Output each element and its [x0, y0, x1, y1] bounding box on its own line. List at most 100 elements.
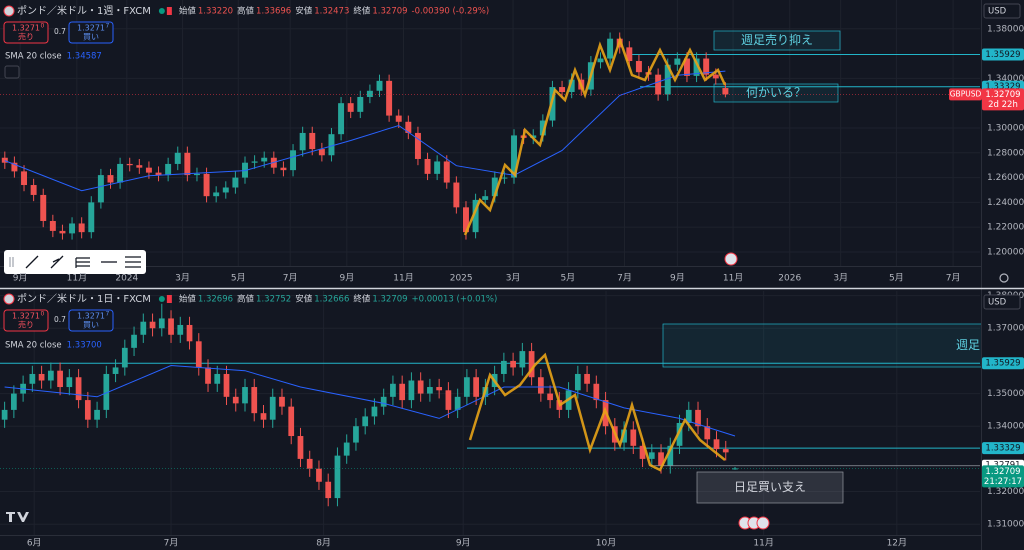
y-tick-label: 1.34000 — [987, 422, 1024, 432]
sell-button[interactable] — [3, 309, 49, 332]
candle-body — [165, 163, 172, 176]
ohlc-value: 1.32752 — [256, 295, 291, 305]
event-flag[interactable] — [724, 252, 738, 266]
candle-body — [343, 442, 350, 456]
price-tag — [982, 357, 1024, 370]
currency-select[interactable] — [983, 294, 1021, 310]
candle-body — [408, 380, 415, 401]
symbol-tag — [949, 88, 982, 101]
sell-pip[interactable]: 0 — [41, 311, 45, 318]
candle-body — [453, 182, 460, 208]
annotation-box[interactable] — [662, 323, 993, 368]
collapse-button[interactable] — [4, 65, 20, 79]
candle-body — [299, 132, 306, 151]
y-tick-label: 1.32000 — [987, 487, 1024, 497]
annotation-box[interactable] — [713, 30, 841, 51]
candle-body — [454, 396, 461, 410]
sell-label[interactable]: 売り — [18, 32, 34, 42]
candle-body — [568, 79, 575, 93]
buy-pip[interactable]: 7 — [106, 311, 110, 318]
buy-label[interactable]: 買い — [83, 321, 99, 330]
sell-label[interactable]: 売り — [18, 320, 34, 330]
fib-tool[interactable] — [75, 257, 90, 268]
currency-label[interactable]: USD — [988, 298, 1007, 308]
ohlc-label: 終値 — [353, 6, 371, 17]
candle-body — [49, 220, 56, 231]
candle-body — [47, 370, 54, 381]
candle-body — [242, 387, 248, 404]
tv-logo[interactable] — [6, 512, 29, 522]
ohlc-value: 1.32473 — [314, 7, 349, 17]
symbol-title: ポンド／米ドル・1日・FXCM — [17, 292, 151, 305]
parallel-tool[interactable] — [125, 256, 141, 268]
candle-body — [297, 436, 304, 459]
candle-body — [316, 468, 322, 482]
y-tick-label: 1.26000 — [987, 173, 1024, 183]
currency-label[interactable]: USD — [988, 7, 1007, 17]
sell-button[interactable] — [3, 21, 49, 44]
x-tick-label: 10月 — [596, 538, 616, 549]
candle-body — [386, 80, 393, 116]
candle-body — [648, 452, 655, 459]
annotation-text[interactable]: 何かいる？ — [746, 86, 806, 100]
countdown-label: 21:27:17 — [984, 477, 1022, 487]
ohlc-label: 高値 — [237, 294, 255, 305]
buy-price[interactable]: 1.3271 — [77, 24, 105, 33]
x-tick-label: 11月 — [393, 273, 413, 284]
settings-icon[interactable] — [999, 273, 1009, 283]
candle-body — [584, 373, 590, 384]
candle-body — [347, 103, 354, 112]
buy-price[interactable]: 1.3271 — [77, 312, 105, 321]
candle-body — [112, 367, 119, 374]
zigzag-drawing[interactable] — [468, 352, 726, 472]
candle-body — [501, 177, 508, 179]
candle-body — [66, 377, 73, 388]
sell-pip[interactable]: 0 — [41, 23, 45, 30]
buy-label[interactable]: 買い — [83, 33, 99, 42]
candle-body — [593, 383, 600, 401]
buy-pip[interactable]: 7 — [106, 23, 110, 30]
symbol-label: GBPUSD — [950, 89, 982, 98]
candle-body — [136, 165, 143, 168]
buy-button[interactable] — [68, 21, 114, 44]
buy-button[interactable] — [68, 309, 114, 332]
candle-body — [380, 396, 387, 407]
candle-body — [21, 171, 27, 186]
event-flags[interactable] — [724, 252, 770, 530]
sell-price[interactable]: 1.3271 — [12, 312, 40, 321]
zigzag-drawing[interactable] — [463, 36, 727, 236]
spread: 0.7 — [54, 27, 66, 36]
last-price-label: 1.32709 — [985, 467, 1020, 477]
sma-legend-name: SMA 20 close — [5, 52, 62, 62]
x-tick-label: 9月 — [670, 273, 685, 284]
candle-body — [353, 426, 359, 443]
ohlc-label: 安値 — [295, 6, 313, 17]
annotation-text[interactable]: 週足 — [956, 338, 980, 352]
candle-body — [436, 387, 443, 391]
x-tick-label: 3月 — [833, 273, 848, 284]
candle-body — [155, 172, 162, 176]
drawing-toolbar[interactable] — [4, 250, 146, 274]
annotation-box[interactable] — [713, 83, 839, 103]
candle-body — [693, 58, 700, 76]
x-tick-label: 3月 — [506, 273, 521, 284]
y-tick-label: 1.35000 — [987, 389, 1024, 399]
sell-price[interactable]: 1.3271 — [12, 24, 40, 33]
currency-select[interactable] — [983, 3, 1021, 19]
candle-body — [547, 393, 553, 401]
annotation-box[interactable] — [696, 471, 844, 504]
ohlc-label: 終値 — [353, 294, 371, 305]
event-flag[interactable] — [756, 516, 770, 530]
price-tag — [982, 442, 1024, 455]
candle-body — [222, 187, 229, 193]
y-tick-label: 1.37000 — [987, 324, 1024, 334]
annotation-text[interactable]: 週足売り抑え — [741, 32, 813, 47]
annotation-text[interactable]: 日足買い支え — [734, 480, 806, 494]
ohlc-value: 1.33220 — [198, 7, 233, 17]
trend-line-tool[interactable] — [25, 255, 39, 269]
y-tick-label: 1.30000 — [987, 123, 1024, 133]
candle-body — [559, 87, 566, 93]
candle-body — [158, 318, 165, 329]
ray-tool[interactable] — [50, 255, 64, 269]
